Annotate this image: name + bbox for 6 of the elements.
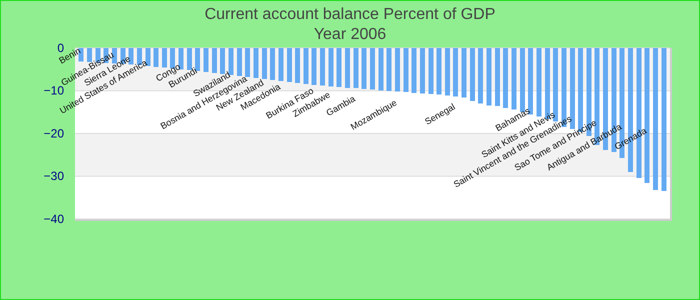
chart-subtitle: Year 2006 xyxy=(314,26,386,43)
chart-title: Current account balance Percent of GDP xyxy=(204,6,496,23)
y-tick-label: −10 xyxy=(44,84,64,98)
y-tick-label: −20 xyxy=(44,126,64,140)
y-tick-label: −40 xyxy=(44,212,64,226)
y-tick-label: −30 xyxy=(44,169,64,184)
